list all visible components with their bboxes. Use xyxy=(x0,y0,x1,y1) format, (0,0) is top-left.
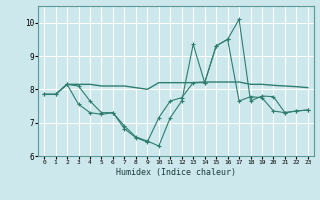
X-axis label: Humidex (Indice chaleur): Humidex (Indice chaleur) xyxy=(116,168,236,177)
